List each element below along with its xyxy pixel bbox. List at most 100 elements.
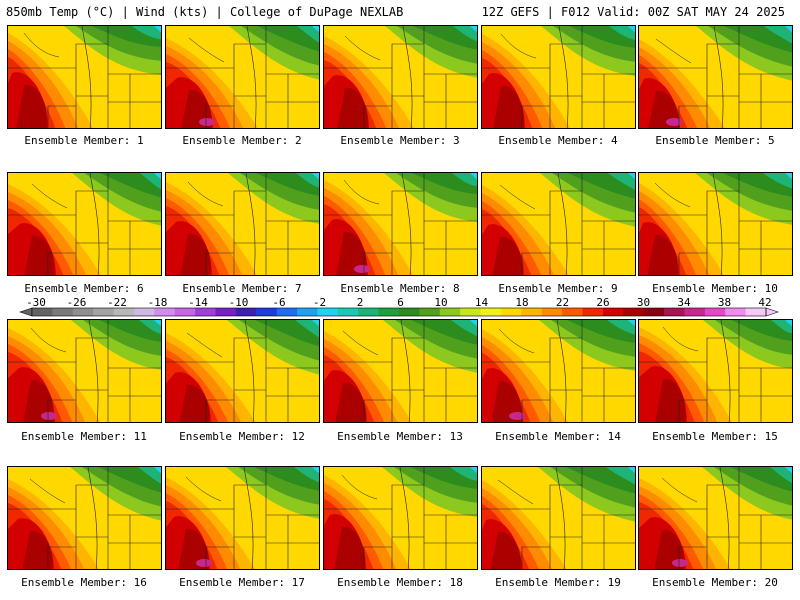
boundary-line — [713, 26, 724, 128]
temperature-band — [452, 173, 477, 187]
temperature-band — [493, 85, 524, 128]
colorbar-segment — [684, 308, 706, 316]
boundary-line — [233, 337, 266, 362]
colorbar-segment — [623, 308, 645, 316]
temperature-band — [23, 379, 54, 422]
boundary-line — [47, 399, 76, 422]
temperature-map — [324, 26, 477, 128]
temperature-band — [785, 26, 792, 33]
boundary-line — [391, 190, 424, 215]
temperature-map — [8, 26, 161, 128]
boundary-line — [23, 32, 60, 58]
boundary-line — [678, 105, 707, 128]
ensemble-member-label: Ensemble Member: 13 — [337, 430, 463, 443]
boundary-line — [521, 399, 550, 422]
temperature-map — [166, 320, 319, 422]
temperature-map — [482, 26, 635, 128]
temperature-band — [138, 467, 161, 484]
boundary-line — [549, 484, 582, 509]
temperature-map — [482, 173, 635, 275]
ensemble-member-label: Ensemble Member: 2 — [182, 134, 302, 147]
temperature-band — [154, 320, 161, 327]
temperature-band — [492, 236, 523, 275]
colorbar-tick-label: -6 — [272, 296, 285, 309]
colorbar-tick-label: 26 — [596, 296, 609, 309]
colorbar-segment — [378, 308, 400, 316]
temperature-map — [639, 173, 792, 275]
boundary-line — [187, 181, 224, 207]
boundary-line — [29, 478, 66, 504]
colorbar-segment — [480, 308, 502, 316]
colorbar-segment — [32, 308, 53, 316]
temperature-band — [470, 173, 477, 180]
boundary-line — [87, 467, 98, 569]
boundary-line — [363, 105, 392, 128]
temperature-band — [256, 173, 319, 196]
ensemble-member-label: Ensemble Member: 3 — [340, 134, 460, 147]
ensemble-member-label: Ensemble Member: 17 — [179, 576, 305, 589]
colorbar-segment — [317, 308, 339, 316]
ensemble-member-panel — [481, 172, 636, 276]
ensemble-member-panel — [165, 319, 320, 423]
temperature-band — [785, 173, 792, 180]
colorbar-tick-label: 38 — [718, 296, 731, 309]
boundary-line — [678, 399, 707, 422]
ensemble-member-panel — [7, 25, 162, 129]
temperature-band — [607, 320, 635, 335]
ensemble-member-label: Ensemble Member: 19 — [495, 576, 621, 589]
temperature-band — [764, 26, 792, 44]
temperature-band — [99, 320, 161, 342]
boundary-line — [555, 467, 566, 569]
colorbar-tick-label: -2 — [313, 296, 326, 309]
temperature-map — [8, 320, 161, 422]
boundary-line — [188, 37, 225, 63]
temperature-band — [730, 467, 792, 492]
boundary-line — [661, 477, 698, 503]
colorbar-segment — [460, 308, 482, 316]
temperature-band — [297, 26, 319, 43]
boundary-line — [363, 399, 392, 422]
temperature-band — [337, 87, 368, 128]
hot-spot — [41, 412, 57, 420]
colorbar-segment — [297, 308, 318, 316]
colorbar-segment — [113, 308, 135, 316]
ensemble-member-panel — [165, 172, 320, 276]
colorbar-tick-label: -26 — [67, 296, 87, 309]
hot-spot — [196, 559, 212, 567]
boundary-line — [706, 190, 739, 215]
boundary-line — [245, 173, 256, 275]
colorbar-segment — [276, 308, 298, 316]
temperature-map — [639, 467, 792, 569]
colorbar-tick-label: -14 — [188, 296, 208, 309]
temperature-band — [785, 320, 792, 327]
temperature-band — [139, 320, 161, 334]
ensemble-member-label: Ensemble Member: 5 — [655, 134, 775, 147]
colorbar-tick-label: 2 — [357, 296, 364, 309]
ensemble-member-label: Ensemble Member: 12 — [179, 430, 305, 443]
boundary-line — [720, 320, 731, 422]
temperature-map — [639, 26, 792, 128]
boundary-line — [654, 182, 691, 208]
boundary-line — [678, 252, 707, 275]
boundary-line — [706, 337, 739, 362]
colorbar-segment — [235, 308, 257, 316]
ensemble-member-panel — [481, 319, 636, 423]
colorbar-segment — [704, 308, 726, 316]
ensemble-member-panel — [7, 319, 162, 423]
hot-spot — [354, 265, 370, 273]
boundary-line — [47, 546, 76, 569]
temperature-band — [132, 26, 161, 40]
temperature-band — [295, 320, 319, 338]
ensemble-member-panel — [165, 25, 320, 129]
temperature-band — [180, 233, 211, 275]
temperature-band — [490, 531, 521, 569]
boundary-line — [81, 26, 92, 128]
ensemble-member-panel — [481, 466, 636, 570]
temperature-band — [336, 231, 367, 275]
boundary-line — [344, 35, 381, 61]
temperature-band — [491, 380, 522, 422]
temperature-band — [731, 320, 792, 341]
temperature-band — [312, 320, 319, 327]
colorbar-segment — [582, 308, 604, 316]
boundary-line — [47, 252, 76, 275]
